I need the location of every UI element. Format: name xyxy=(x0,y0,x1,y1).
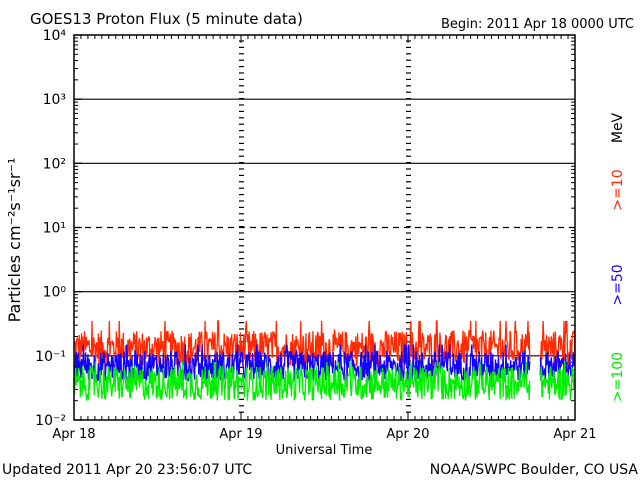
updated-timestamp: Updated 2011 Apr 20 23:56:07 UTC xyxy=(2,462,252,478)
x-tick-label: Apr 18 xyxy=(52,427,95,442)
credit-text: NOAA/SWPC Boulder, CO USA xyxy=(430,462,639,478)
plot-border xyxy=(73,34,576,421)
x-tick-labels: Apr 18 Apr 19 Apr 20 Apr 21 xyxy=(52,427,596,442)
y-tick-label: 10¹ xyxy=(43,221,66,237)
energy-legend: MeV >=10 >=50 >=100 xyxy=(610,112,626,402)
y-tick-label: 10⁰ xyxy=(43,285,67,301)
y-tick-label: 10² xyxy=(43,156,66,172)
legend-item-ge50: >=50 xyxy=(610,264,626,305)
x-tick-label: Apr 20 xyxy=(386,427,429,442)
plot-area xyxy=(73,34,576,421)
legend-item-ge100: >=100 xyxy=(610,352,626,402)
y-tick-labels: 10⁻² 10⁻¹ 10⁰ 10¹ 10² 10³ 10⁴ xyxy=(35,28,66,429)
y-tick-label: 10⁻² xyxy=(35,413,66,429)
begin-time: Begin: 2011 Apr 18 0000 UTC xyxy=(441,17,634,32)
series-line-ge100 xyxy=(73,361,531,401)
x-axis-label: Universal Time xyxy=(276,443,373,458)
y-tick-label: 10³ xyxy=(43,92,66,108)
chart-title: GOES13 Proton Flux (5 minute data) xyxy=(30,10,303,28)
y-axis-label: Particles cm⁻²s⁻¹sr⁻¹ xyxy=(5,158,24,323)
legend-item-ge10: >=10 xyxy=(610,169,626,210)
x-tick-label: Apr 19 xyxy=(219,427,262,442)
series-line-ge50 xyxy=(539,350,576,382)
y-tick-label: 10⁴ xyxy=(43,28,67,44)
y-tick-label: 10⁻¹ xyxy=(35,349,66,365)
x-tick-label: Apr 21 xyxy=(553,427,596,442)
legend-unit: MeV xyxy=(610,112,626,143)
series-line-ge100 xyxy=(539,362,576,401)
